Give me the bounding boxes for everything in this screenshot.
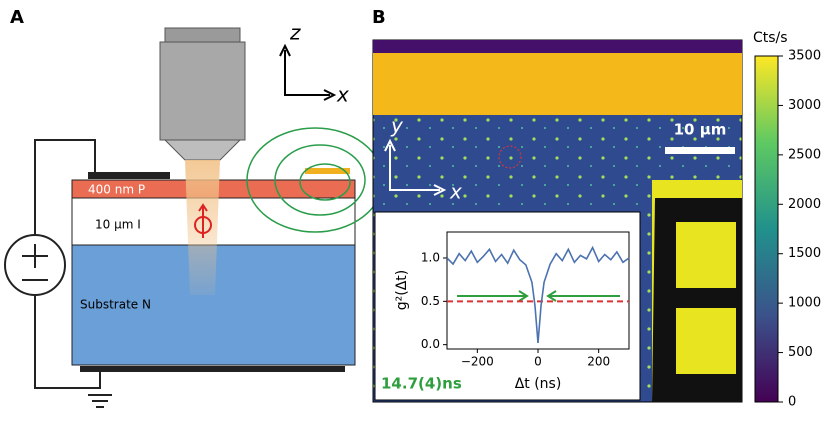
colorbar-tick-label: 3500	[788, 49, 821, 64]
circuit	[4, 139, 112, 408]
contact	[305, 168, 350, 174]
axis-label: y	[390, 114, 404, 138]
g2-line	[446, 245, 630, 343]
annotation: 14.7(4)ns	[381, 375, 462, 393]
x-tick-label: 0	[534, 355, 542, 369]
width-arrows	[457, 290, 620, 302]
colorbar-tick-label: 500	[788, 345, 813, 360]
x-tick-label: −200	[461, 355, 494, 369]
colorbar-tick-label: 3000	[788, 98, 821, 113]
y-axis-label: g²(Δt)	[394, 270, 410, 311]
contact	[88, 172, 170, 179]
colorbar-tick-label: 2000	[788, 197, 821, 212]
axis-label: x	[449, 180, 462, 204]
scale-bar-label: 10 µm	[674, 121, 727, 139]
x-axis-label: Δt (ns)	[515, 376, 562, 392]
objective	[159, 27, 246, 161]
layer-label: 400 nm P	[88, 183, 145, 197]
y-tick-label: 0.0	[421, 337, 440, 351]
emitter	[194, 203, 212, 238]
axes-arrows	[384, 138, 447, 196]
axis-label: x	[336, 83, 349, 107]
colorbar-tick-label: 1500	[788, 246, 821, 261]
colorbar-title: Cts/s	[753, 30, 788, 46]
x-tick-label: 200	[587, 355, 610, 369]
colorbar-tick-label: 2500	[788, 147, 821, 162]
axis-label: z	[289, 21, 301, 45]
axes-arrows	[279, 43, 337, 101]
colorbar	[754, 55, 779, 403]
panel-label: B	[372, 7, 386, 28]
panel-label: A	[10, 7, 24, 28]
back-contact	[80, 366, 345, 372]
colorbar-tick-label: 1000	[788, 296, 821, 311]
y-tick-label: 1.0	[421, 251, 440, 265]
inset	[374, 211, 641, 401]
layer-label: 10 µm I	[95, 218, 141, 232]
colorbar-tick-label: 0	[788, 395, 796, 410]
layer-label: Substrate N	[80, 298, 151, 312]
y-tick-label: 0.5	[421, 294, 440, 308]
